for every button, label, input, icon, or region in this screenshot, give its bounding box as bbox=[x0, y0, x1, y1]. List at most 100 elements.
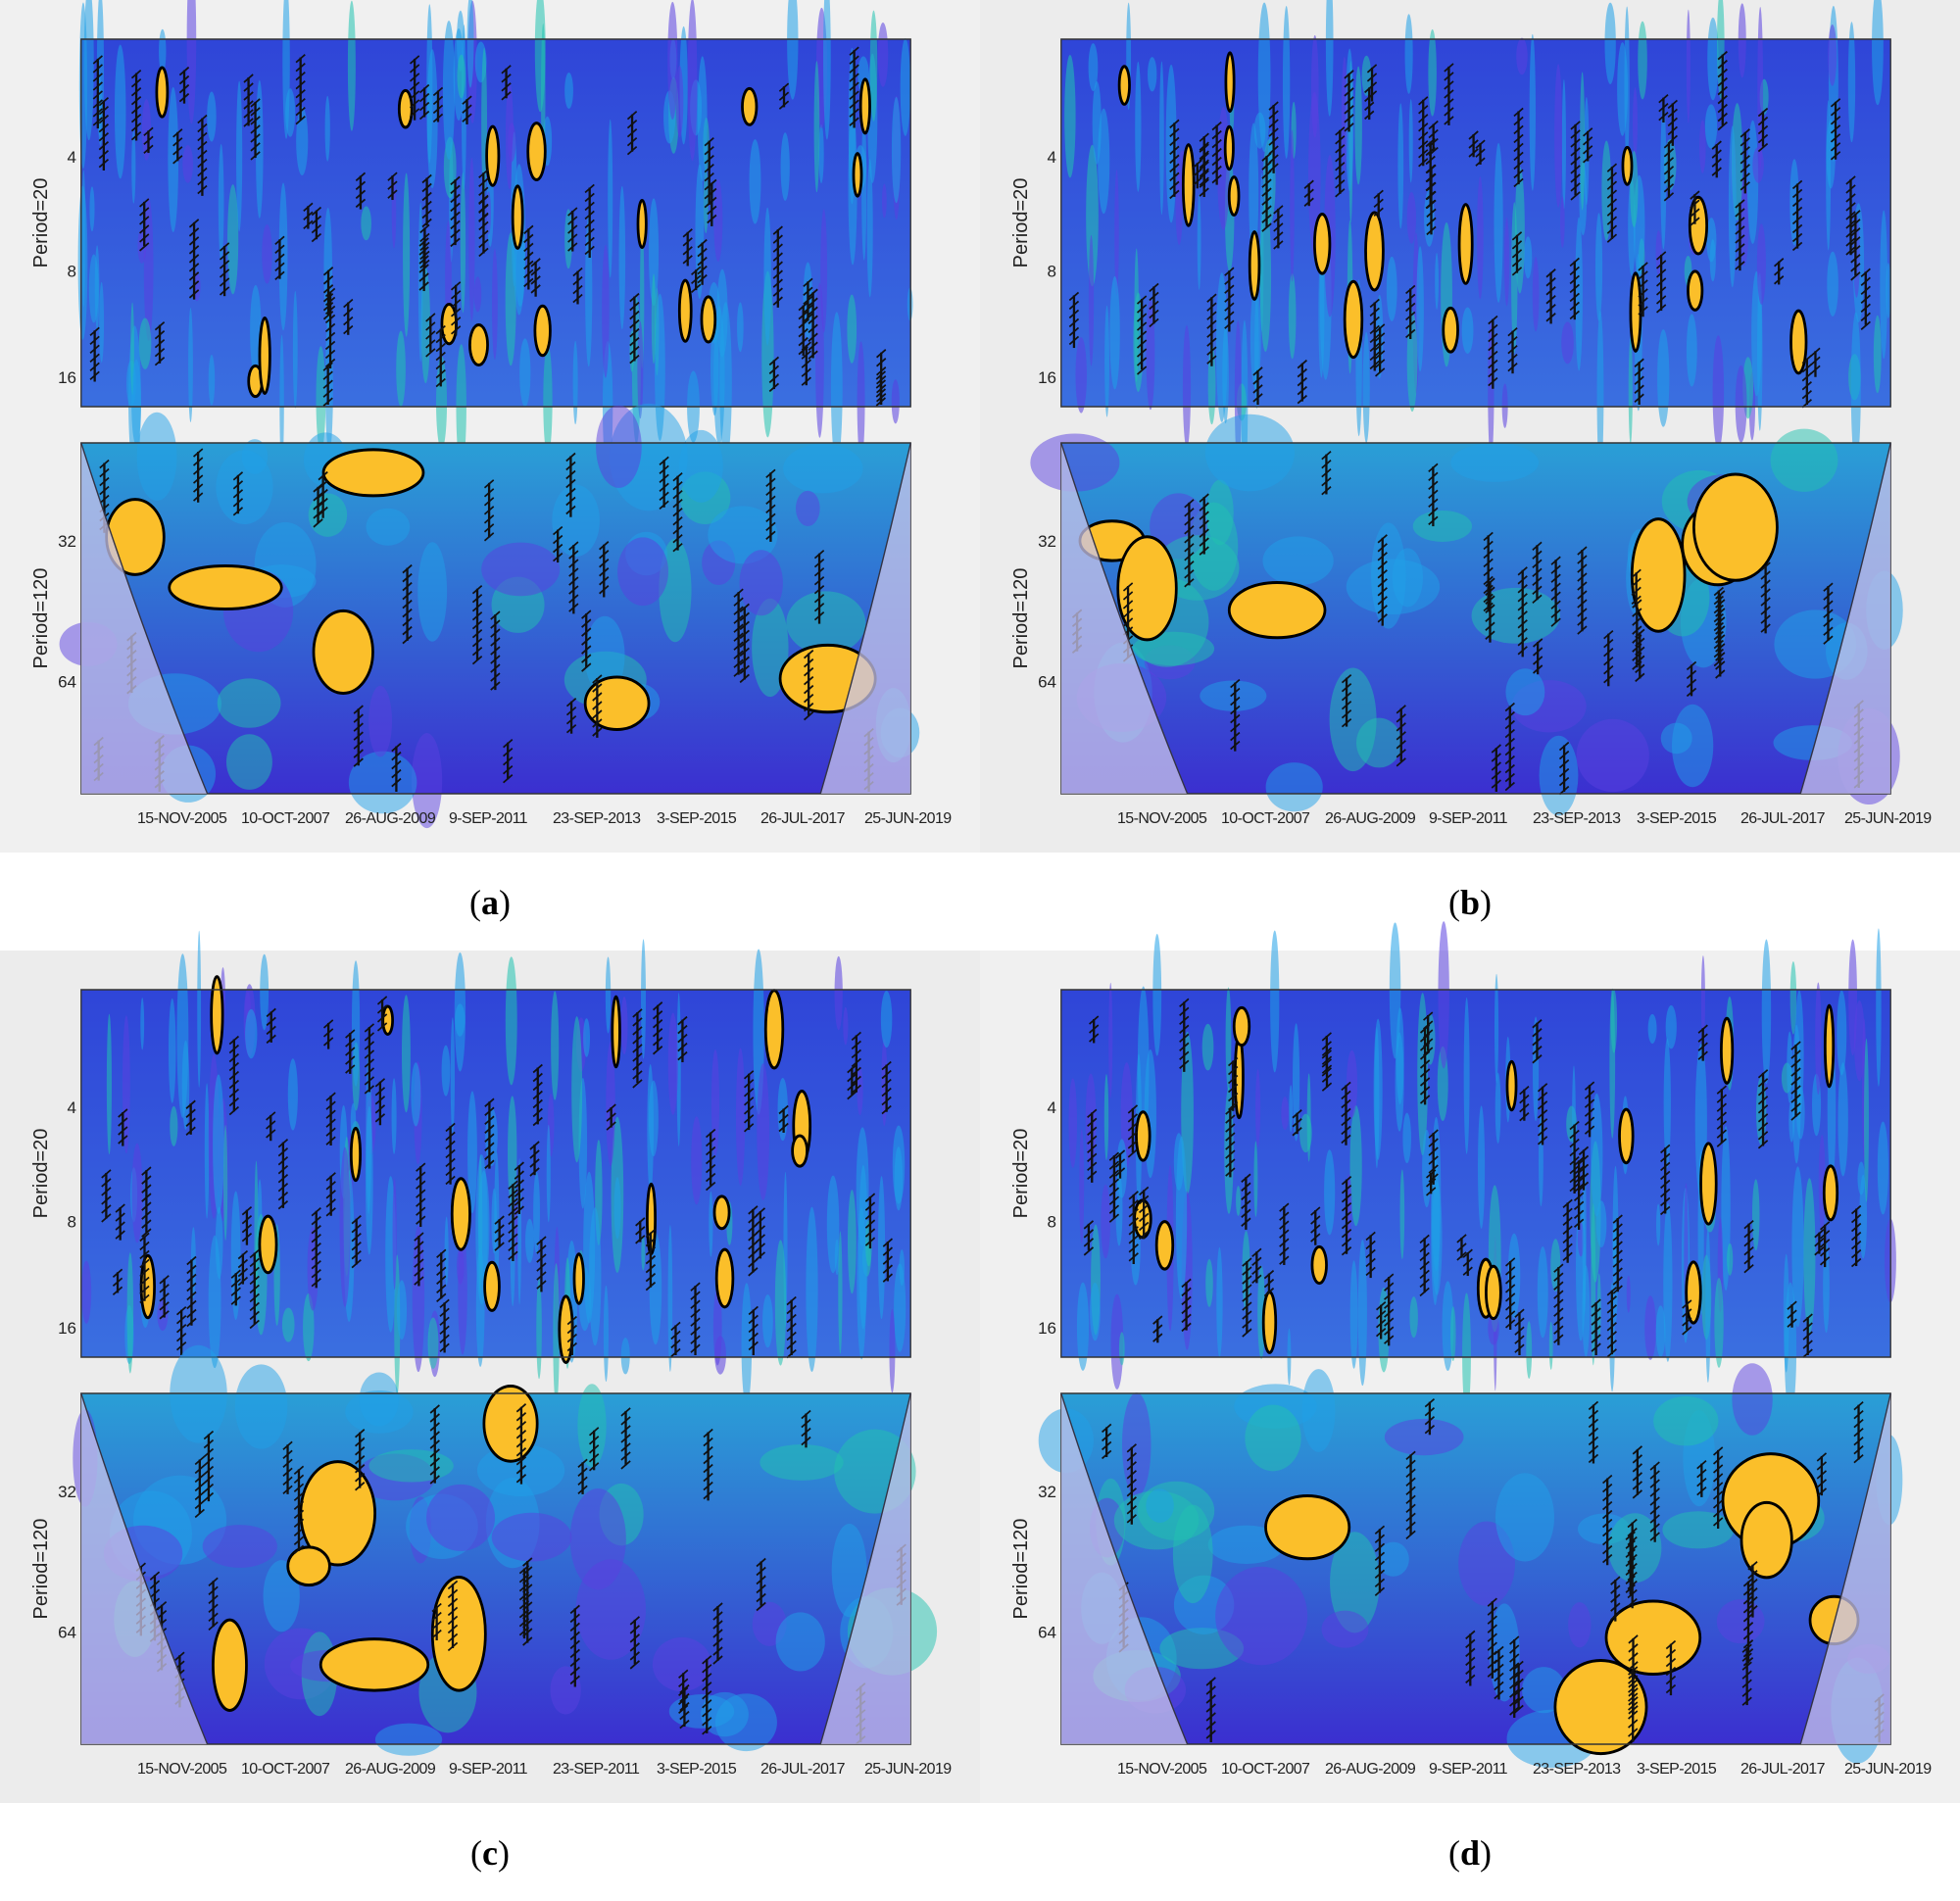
panel-d-phase-arrowhead bbox=[1228, 1056, 1239, 1067]
panel-a-phase-arrowhead bbox=[523, 224, 534, 235]
panel-b-phase-arrowhead bbox=[1606, 207, 1618, 217]
panel-d-phase-arrowhead bbox=[1242, 1257, 1252, 1267]
panel-b-phase-arrowhead bbox=[1122, 600, 1134, 609]
panel-d-phase-arrowhead bbox=[1456, 1234, 1467, 1243]
panel-a-phase-arrowhead bbox=[739, 629, 750, 640]
panel-c-phase-arrowhead bbox=[632, 1079, 643, 1089]
panel-a-phase-arrowhead bbox=[391, 768, 402, 779]
panel-c-power-blob bbox=[391, 1078, 397, 1154]
panel-d-phase-arrowhead bbox=[1241, 1191, 1251, 1200]
panel-d-phase-arrowhead bbox=[1532, 1037, 1543, 1047]
panel-d-phase-arrowhead bbox=[1251, 1265, 1262, 1275]
panel-d-power-blob bbox=[1384, 1418, 1464, 1456]
panel-c-phase-arrowhead bbox=[690, 1343, 701, 1353]
panel-c-phase-arrowhead bbox=[532, 1090, 543, 1100]
panel-c-xtick: 3-SEP-2015 bbox=[657, 1761, 737, 1778]
panel-c-coi-right-line bbox=[819, 1392, 911, 1745]
panel-a-phase-arrowhead bbox=[572, 293, 583, 304]
panel-a-phase-arrowhead bbox=[849, 117, 859, 126]
panel-b-power-blob bbox=[1259, 200, 1272, 353]
panel-b-phase-arrowhead bbox=[1760, 597, 1771, 607]
panel-a-power-blob bbox=[737, 302, 744, 353]
panel-a-phase-arrowhead bbox=[295, 115, 306, 125]
panel-b-phase-arrowhead bbox=[1297, 359, 1307, 369]
panel-b-top-ytick: 4 bbox=[1048, 148, 1056, 167]
panel-d-phase-arrowhead bbox=[1505, 1284, 1516, 1293]
panel-b-phase-arrowhead bbox=[1426, 225, 1437, 236]
panel-c-power-blob bbox=[505, 956, 517, 1086]
panel-b-phase-arrowhead bbox=[1740, 155, 1750, 165]
panel-c-phase-arrowhead bbox=[311, 1277, 321, 1288]
panel-c-phase-arrowhead bbox=[629, 1660, 640, 1670]
panel-a-phase-arrowhead bbox=[421, 209, 432, 219]
panel-c-phase-arrowhead bbox=[364, 1067, 375, 1077]
panel-b-power-blob bbox=[1580, 72, 1586, 211]
panel-b-phase-arrowhead bbox=[1485, 612, 1495, 622]
panel-a-phase-arrowhead bbox=[172, 146, 183, 156]
panel-a-power-blob bbox=[847, 294, 858, 364]
panel-d-phase-arrowhead bbox=[1602, 1535, 1613, 1546]
panel-b-phase-arrowhead bbox=[1261, 222, 1272, 232]
panel-a-significance-contour bbox=[636, 198, 648, 250]
panel-a-phase-arrowhead bbox=[450, 228, 461, 239]
panel-d-phase-arrowhead bbox=[1181, 1295, 1192, 1306]
panel-d-phase-arrowhead bbox=[1747, 1561, 1758, 1571]
panel-b-phase-arrowhead bbox=[1717, 94, 1728, 105]
panel-c-phase-arrowhead bbox=[141, 1184, 152, 1194]
panel-c-power-blob bbox=[458, 1229, 467, 1355]
panel-b-power-blob bbox=[1657, 329, 1670, 427]
panel-a-phase-arrowhead bbox=[313, 483, 323, 493]
panel-a-phase-arrowhead bbox=[450, 237, 461, 248]
panel-a-power-blob bbox=[813, 61, 820, 193]
panel-b-phase-arrowhead bbox=[1468, 148, 1479, 158]
panel-b-phase-arrowhead bbox=[1715, 616, 1726, 626]
panel-d-phase-arrowhead bbox=[1087, 1161, 1098, 1172]
panel-d-power-blob bbox=[1526, 1321, 1533, 1379]
panel-c-top-ytick: 16 bbox=[58, 1319, 76, 1338]
panel-c-significance-contour bbox=[381, 1004, 394, 1036]
panel-c-phase-arrowhead bbox=[293, 1518, 305, 1529]
panel-a-power-blob bbox=[143, 197, 154, 341]
panel-b-phase-arrowhead bbox=[1488, 341, 1498, 352]
panel-b-power-blob bbox=[1886, 263, 1891, 318]
panel-b-phase-arrowhead bbox=[1335, 135, 1346, 145]
panel-d-phase-arrowhead bbox=[1716, 1094, 1727, 1103]
panel-d-phase-arrowhead bbox=[1790, 1102, 1801, 1112]
panel-a-plot-group bbox=[59, 0, 920, 829]
panel-b-phase-arrowhead bbox=[1850, 271, 1861, 281]
panel-c-phase-arrowhead bbox=[748, 1205, 759, 1215]
panel-a-phase-arrowhead bbox=[295, 97, 306, 108]
panel-c-phase-arrowhead bbox=[436, 1266, 447, 1277]
panel-c-top-frame bbox=[80, 989, 911, 1358]
panel-d-phase-arrowhead bbox=[1853, 1409, 1864, 1420]
panel-b-phase-arrowhead bbox=[1341, 673, 1352, 684]
panel-d-phase-arrowhead bbox=[1584, 1098, 1595, 1108]
panel-b-phase-arrowhead bbox=[1550, 609, 1561, 618]
panel-d-power-blob bbox=[1848, 939, 1857, 1056]
panel-a-phase-arrowhead bbox=[425, 339, 436, 349]
panel-d-phase-arrowhead bbox=[1242, 1266, 1252, 1276]
panel-c-phase-arrowhead bbox=[293, 1483, 305, 1493]
panel-c-phase-arrowhead bbox=[436, 1284, 447, 1294]
panel-b-phase-arrowhead bbox=[1810, 365, 1821, 374]
panel-b-power-blob bbox=[1709, 239, 1716, 282]
panel-b-phase-arrowhead bbox=[1377, 578, 1388, 588]
panel-b-phase-arrowhead bbox=[1428, 515, 1439, 525]
panel-b-bottom-ytick: 64 bbox=[1038, 672, 1056, 691]
panel-c-phase-arrowhead bbox=[293, 1491, 305, 1502]
panel-b-power-blob bbox=[1757, 6, 1764, 170]
panel-c-phase-arrowhead bbox=[208, 1603, 219, 1614]
panel-d-phase-arrowhead bbox=[1139, 1194, 1150, 1205]
panel-c-phase-arrowhead bbox=[176, 1341, 187, 1351]
panel-c-phase-arrowhead bbox=[141, 1210, 152, 1220]
panel-a-phase-arrowhead bbox=[130, 130, 142, 141]
panel-d-phase-arrowhead bbox=[1108, 1187, 1120, 1196]
panel-a-phase-arrowhead bbox=[523, 268, 534, 279]
panel-d-phase-arrowhead bbox=[1713, 1473, 1724, 1483]
panel-a-power-blob bbox=[857, 341, 865, 462]
panel-d-power-blob bbox=[1301, 1369, 1336, 1452]
panel-d-power-blob bbox=[1626, 1275, 1631, 1313]
panel-c-phase-arrowhead bbox=[414, 1249, 424, 1259]
panel-d-coi-left bbox=[1060, 1393, 1188, 1744]
panel-c-phase-arrowhead bbox=[445, 1175, 456, 1186]
